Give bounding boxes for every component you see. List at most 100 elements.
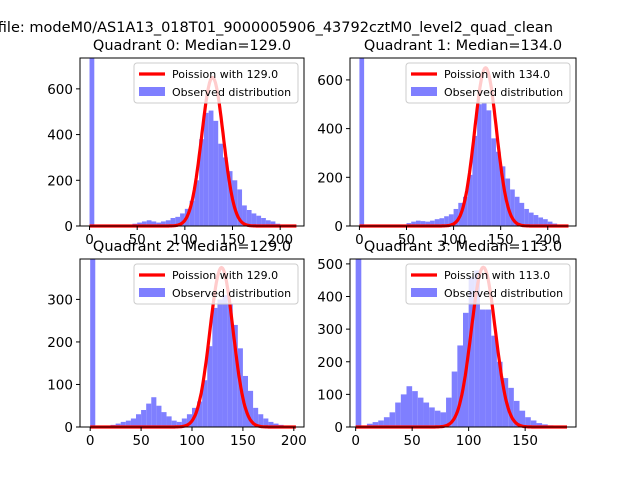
histogram-bar	[420, 221, 426, 226]
histogram-bar	[474, 270, 480, 427]
x-tick-label: 50	[398, 232, 415, 248]
histogram-bar	[366, 423, 373, 427]
y-tick-label: 600	[47, 82, 73, 98]
x-tick-label: 0	[351, 433, 360, 449]
histogram-bar	[406, 386, 413, 427]
histogram-bar	[472, 135, 478, 226]
histogram-bar	[440, 412, 447, 427]
y-tick-label: 400	[317, 122, 343, 138]
histogram-bar	[525, 417, 531, 427]
legend-patch-swatch	[139, 288, 165, 297]
subplot-1: Quadrant 1: Median=134.0 0 50 100 150 200 0 200…	[317, 38, 577, 248]
histogram-bar	[500, 166, 506, 226]
histogram-bar	[486, 110, 492, 226]
histogram-bar	[524, 208, 529, 226]
histogram-bar	[171, 420, 177, 427]
histogram-bar	[141, 409, 147, 427]
histogram-bar	[519, 410, 526, 427]
histogram-bar	[430, 220, 435, 226]
histogram-bar	[242, 375, 248, 427]
subplot-title: Quadrant 2: Median=129.0	[93, 239, 291, 255]
legend-label: Poission with 129.0	[172, 269, 278, 282]
histogram-bar	[425, 221, 431, 226]
histogram-bar	[176, 421, 182, 427]
legend-label: Observed distribution	[172, 287, 291, 300]
histogram-bar	[495, 151, 501, 226]
histogram-bar	[203, 112, 209, 226]
histogram-bar	[434, 219, 440, 226]
histogram-bar	[378, 420, 384, 427]
histogram-bar	[199, 139, 204, 226]
histogram-bar	[444, 216, 449, 226]
x-tick-label: 200	[267, 232, 293, 248]
histogram-bar	[213, 120, 219, 226]
histogram-bar	[166, 416, 172, 427]
histogram-bar	[467, 174, 473, 226]
legend-label: Observed distribution	[172, 86, 291, 99]
x-tick-label: 100	[172, 232, 198, 248]
histogram-bar	[538, 217, 544, 226]
histogram-bar	[389, 412, 396, 427]
histogram-bar	[263, 418, 269, 427]
histogram-bar	[439, 218, 445, 226]
y-tick-label: 400	[317, 290, 343, 306]
histogram-bar	[463, 196, 468, 226]
legend-frame	[405, 62, 571, 104]
subplot-0: Quadrant 0: Median=129.0 0 50 100 150 200 0 200…	[47, 38, 305, 248]
legend-frame	[405, 263, 571, 305]
histogram-bar	[481, 103, 487, 226]
axes-frame	[79, 57, 305, 227]
figure-suptitle: n file: modeM0/AS1A13_018T01_9000005906_…	[0, 20, 640, 40]
histogram-bar	[218, 143, 223, 226]
histogram-bar	[175, 216, 181, 226]
histogram-bar	[232, 324, 238, 427]
histogram-bar	[222, 295, 228, 427]
histogram-bar	[202, 380, 208, 427]
histogram-bar	[194, 180, 200, 226]
histogram-bar	[268, 421, 274, 427]
y-tick-label: 0	[334, 420, 343, 436]
histogram-bar	[227, 303, 233, 427]
histogram-bar	[161, 221, 166, 226]
histogram-bar	[222, 157, 228, 226]
legend-patch-swatch	[411, 288, 437, 297]
y-tick-label: 0	[334, 219, 343, 235]
y-tick-label: 200	[317, 355, 343, 371]
histogram-bar	[513, 400, 520, 427]
histogram-bar	[256, 215, 262, 226]
histogram-bar	[146, 220, 152, 226]
histogram-bar	[514, 196, 520, 226]
histogram-bar	[395, 402, 401, 427]
legend-label: Poission with 129.0	[172, 68, 278, 81]
histogram-bar	[415, 220, 421, 226]
histogram-bar	[115, 423, 121, 427]
histogram-bar	[457, 345, 463, 427]
histogram-bar	[491, 138, 496, 226]
legend-label: Poission with 113.0	[444, 269, 550, 282]
legend: Poission with 129.0 Observed distribution	[133, 263, 299, 305]
histogram-bar	[412, 391, 418, 427]
x-tick-label: 150	[220, 232, 246, 248]
histogram-bar	[248, 390, 254, 427]
x-tick-label: 150	[512, 433, 538, 449]
histogram-bar	[212, 307, 218, 427]
histogram-bar	[242, 205, 247, 226]
histogram-bar	[448, 214, 454, 226]
x-tick-label: 0	[355, 232, 364, 248]
x-tick-label: 100	[179, 433, 205, 449]
legend-label: Observed distribution	[444, 86, 563, 99]
histogram-bar	[270, 221, 276, 226]
axes-frame	[349, 57, 577, 227]
histogram-bar	[146, 403, 152, 427]
histogram-bar	[217, 299, 223, 427]
y-tick-label: 0	[64, 420, 73, 436]
legend-label: Poission with 134.0	[444, 68, 550, 81]
y-tick-label: 200	[47, 173, 73, 189]
x-tick-label: 0	[85, 232, 94, 248]
x-tick-label: 150	[488, 232, 514, 248]
histogram-bar	[510, 189, 515, 226]
histogram-bar	[434, 410, 441, 427]
legend-label: Observed distribution	[444, 287, 563, 300]
histogram-bar	[89, 58, 95, 226]
subplot-title: Quadrant 0: Median=129.0	[93, 38, 291, 54]
